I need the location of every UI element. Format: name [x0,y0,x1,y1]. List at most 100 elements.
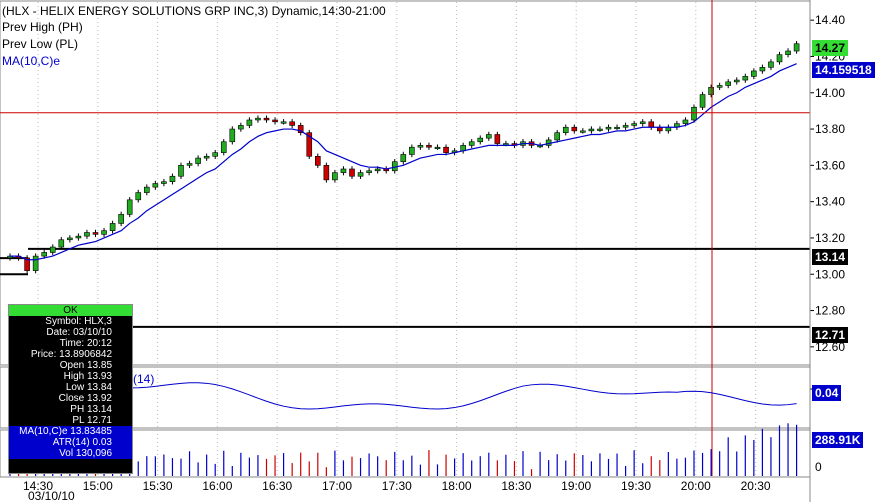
y-tick-label: 13.60 [815,158,845,172]
x-tick-label: 18:00 [442,479,472,493]
candle-body [58,239,65,248]
candle-body [169,175,176,182]
candle-body [238,125,244,130]
data-window-row: Open 13.85 [59,360,112,371]
candle-body [785,50,791,55]
x-tick-label: 20:00 [681,479,711,493]
candle-body [161,181,167,184]
data-window-row: Price: 13.8906842 [30,349,112,360]
indicator-value-tag: 0.04 [812,385,842,401]
y-tick-label: 13.80 [815,122,845,136]
y-tick-label: 13.20 [815,231,845,245]
candle-body [246,119,253,126]
data-window-row: Vol 130,096 [9,448,132,459]
candle-body [580,130,586,133]
candle-body [24,257,30,271]
candle-body [468,141,475,146]
candle-body [605,126,612,130]
date-label: 03/10/10 [28,489,75,503]
candle-body [554,132,561,141]
data-window-row: MA(10,C)e 13.83485 [9,426,132,437]
candle-body [135,192,142,201]
candle-body [588,128,595,132]
indicator-label: (14) [133,372,155,386]
legend-ma[interactable]: MA(10,C)e [2,54,61,68]
candle-body [314,155,321,166]
candle-body [152,183,159,188]
ma-value-tag: 14.159518 [812,62,875,78]
data-window-rows: Symbol: HLX,3 Date: 03/10/10 Time: 20:12 Pr… [9,316,132,459]
data-window-row: Close 13.92 [58,393,112,404]
prev-high-tag: 13.14 [812,249,849,265]
candle-body [400,154,407,163]
data-window-row: PL 12.71 [72,415,112,426]
x-tick-label: 16:00 [202,479,232,493]
candle-body [101,230,107,235]
candle-body [374,168,381,172]
candle-body [776,54,783,63]
candle-body [562,126,569,133]
x-tick-label: 14:30 [23,479,53,493]
x-tick-label: 16:30 [262,479,292,493]
y-tick-label: 14.40 [815,13,845,27]
candle-body [340,168,347,173]
y-tick-label: 14.00 [815,86,845,100]
candle-body [195,157,201,164]
data-window-ok[interactable]: OK [9,305,132,316]
candle-body [323,165,330,181]
volume-zero-label: 0 [815,460,822,474]
candle-body [742,76,749,81]
candle-body [426,145,432,148]
ma-line [10,63,797,261]
y-tick-label: 13.00 [815,267,845,281]
candle-body [84,232,90,237]
candle-body [793,43,800,52]
candle-body [186,163,193,166]
volume-value-tag: 288.91K [812,432,864,448]
candle-body [699,94,706,108]
x-tick-label: 20:30 [741,479,771,493]
candle-body [92,232,99,235]
candle-body [220,141,227,153]
data-window-row: PH 13.14 [70,404,112,415]
candle-body [725,81,732,86]
candle-body [631,123,637,126]
x-tick-label: 15:30 [143,479,173,493]
candle-body [366,170,372,173]
candle-body [571,126,578,132]
candle-body [768,61,774,68]
candle-body [178,165,184,177]
y-tick-label: 13.40 [815,195,845,209]
candle-body [297,125,304,133]
candle-body [263,117,270,121]
data-window-row: Date: 03/10/10 [46,327,112,338]
candle-body [272,119,278,123]
x-tick-label: 18:30 [501,479,531,493]
candle-body [289,121,295,126]
candle-body [306,132,313,157]
candle-body [212,152,218,157]
candle-body [349,168,355,177]
candle-body [622,125,629,128]
indicator-line [9,382,797,410]
data-window-row: ATR(14) 0.03 [9,437,132,448]
candle-body [485,134,492,139]
chart-title: (HLX - HELIX ENERGY SOLUTIONS GRP INC,3)… [2,4,386,18]
candle-body [751,70,757,77]
data-window[interactable]: OK Symbol: HLX,3 Date: 03/10/10 Time: 20:1… [8,304,133,474]
candle-body [443,146,449,153]
candle-body [280,121,287,124]
candle-body [357,172,364,177]
candle-body [614,126,620,130]
candle-body [126,199,133,215]
candle-body [118,214,124,224]
candle-body [682,119,689,124]
x-tick-label: 17:00 [322,479,352,493]
data-window-row: Symbol: HLX,3 [45,316,112,327]
data-window-row: High 13.93 [63,371,112,382]
legend-prev-low[interactable]: Prev Low (PL) [2,37,79,51]
candle-body [648,121,655,128]
legend-prev-high[interactable]: Prev High (PH) [2,20,83,34]
candle-body [49,246,56,253]
